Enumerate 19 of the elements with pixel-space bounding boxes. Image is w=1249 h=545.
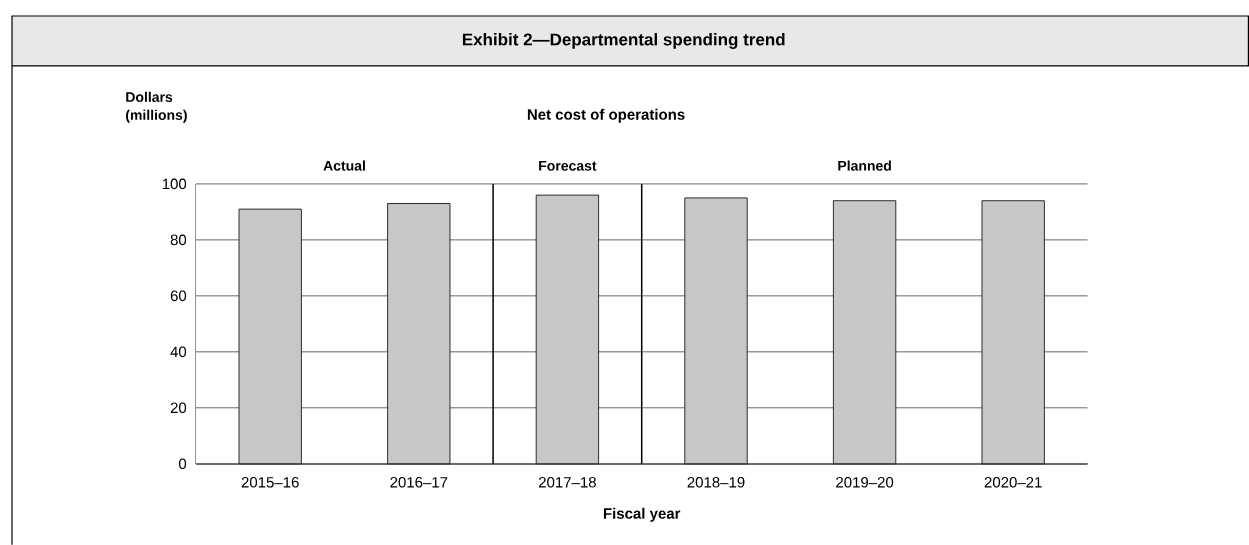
y-tick-label: 20 bbox=[170, 402, 187, 413]
x-axis-title: Fiscal year bbox=[603, 507, 681, 522]
y-axis-title: Dollars (millions) bbox=[126, 91, 187, 123]
band-label: Actual bbox=[323, 160, 365, 171]
y-tick-label: 100 bbox=[162, 178, 187, 190]
x-tick-label: 2017–18 bbox=[538, 476, 596, 488]
y-tick-label: 40 bbox=[170, 346, 187, 357]
y-tick-label: 60 bbox=[170, 290, 187, 301]
x-tick-label: 2019–20 bbox=[836, 476, 894, 488]
x-tick-label: 2016–17 bbox=[390, 476, 448, 488]
x-tick-label: 2020–21 bbox=[984, 476, 1042, 488]
x-tick-label: 2018–19 bbox=[687, 476, 745, 488]
x-tick-label: 2015–16 bbox=[241, 476, 299, 488]
band-label: Planned bbox=[838, 160, 891, 171]
y-tick-label: 80 bbox=[170, 234, 187, 246]
y-tick-label: 0 bbox=[178, 458, 187, 469]
chart-title: Exhibit 2—Departmental spending trend bbox=[462, 32, 785, 49]
chart-subtitle: Net cost of operations bbox=[527, 108, 685, 123]
band-label: Forecast bbox=[539, 160, 597, 171]
